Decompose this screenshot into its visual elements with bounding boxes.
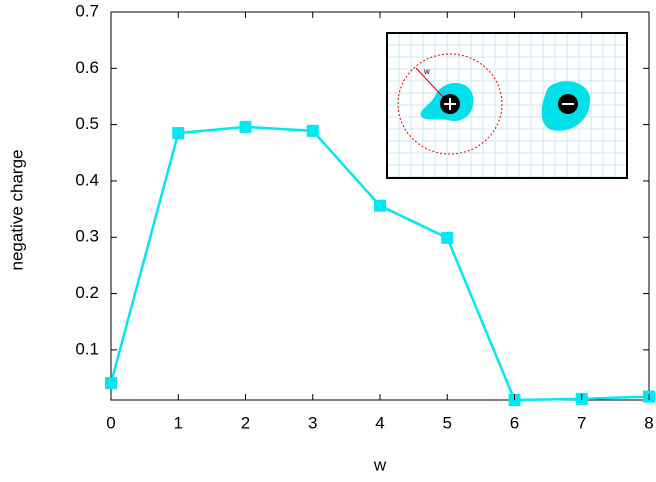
inset-label: w	[423, 67, 430, 76]
data-point	[306, 124, 319, 137]
y-axis-label: negative charge	[7, 150, 26, 271]
inset-frame	[386, 32, 628, 179]
data-point	[374, 199, 386, 212]
inset-radius-line	[415, 67, 444, 98]
y-tick-label: 0.4	[75, 170, 99, 189]
data-point	[441, 231, 454, 244]
x-axis-label: w	[373, 455, 387, 474]
inset-grid	[386, 32, 628, 178]
plus-sign	[444, 98, 456, 110]
x-tick-label: 4	[375, 413, 384, 432]
x-tick-label: 5	[443, 413, 452, 432]
y-tick-label: 0.5	[75, 114, 99, 133]
data-point	[172, 127, 185, 140]
y-tick-label: 0.1	[75, 339, 99, 358]
inset: w	[386, 32, 628, 179]
x-tick-label: 0	[106, 413, 115, 432]
data-point	[105, 377, 117, 390]
x-tick-label: 7	[577, 413, 586, 432]
inset-radius-circle	[397, 53, 503, 155]
y-tick-label: 0.7	[75, 1, 99, 20]
y-tick-label: 0.6	[75, 58, 99, 77]
x-tick-label: 3	[308, 413, 317, 432]
x-tick-label: 6	[510, 413, 519, 432]
x-tick-label: 2	[241, 413, 250, 432]
y-tick-label: 0.3	[75, 227, 99, 246]
data-point	[239, 120, 252, 133]
y-tick-label: 0.2	[75, 283, 99, 302]
x-tick-label: 8	[644, 413, 653, 432]
x-tick-label: 1	[174, 413, 183, 432]
